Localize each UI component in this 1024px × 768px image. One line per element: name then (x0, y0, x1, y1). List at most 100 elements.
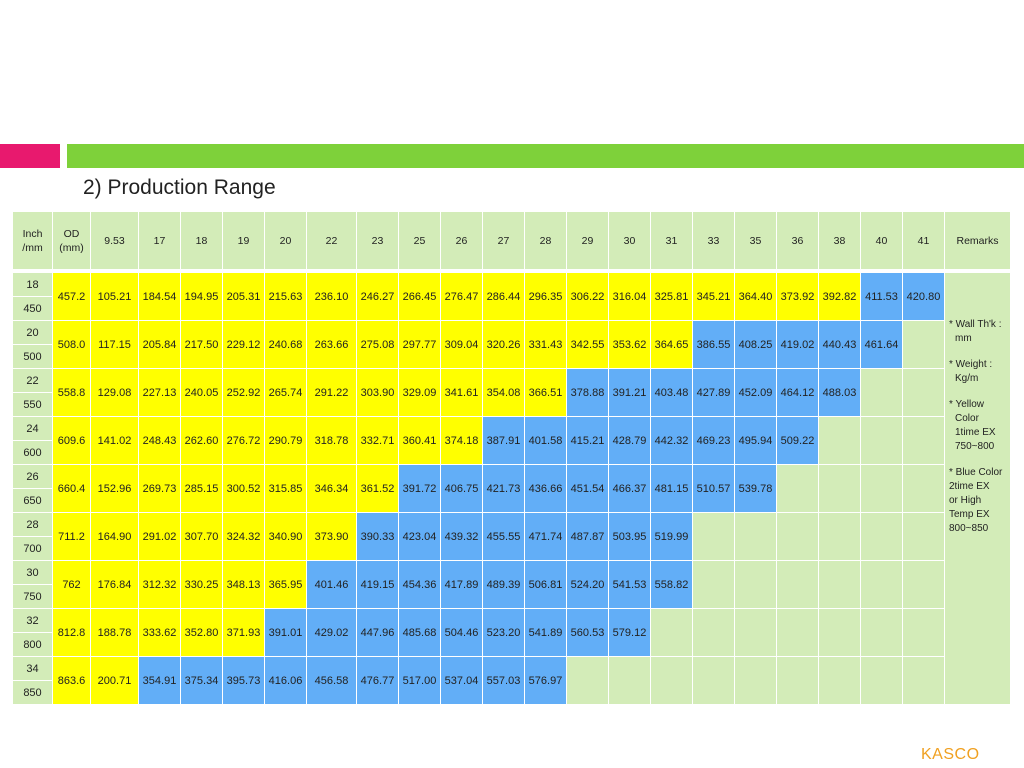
weight-cell: 579.12 (608, 608, 651, 657)
weight-cell: 303.90 (356, 368, 399, 417)
weight-cell: 364.40 (734, 272, 777, 321)
mm-cell: 500 (12, 344, 53, 369)
weight-cell: 386.55 (692, 320, 735, 369)
weight-cell: 375.34 (180, 656, 223, 705)
od-cell: 609.6 (52, 416, 91, 465)
weight-cell: 240.68 (264, 320, 307, 369)
header-wall: 27 (482, 211, 525, 270)
weight-cell: 466.37 (608, 464, 651, 513)
weight-cell: 205.31 (222, 272, 265, 321)
weight-cell: 360.41 (398, 416, 441, 465)
remark-line: * Weight : (949, 359, 993, 370)
weight-cell: 266.45 (398, 272, 441, 321)
weight-cell: 481.15 (650, 464, 693, 513)
empty-cell (692, 656, 735, 705)
weight-cell: 487.87 (566, 512, 609, 561)
table-row-sub: 450 (12, 296, 1011, 321)
inch-cell: 34 (12, 656, 53, 681)
table-row-sub: 750 (12, 584, 1011, 609)
weight-cell: 504.46 (440, 608, 483, 657)
weight-cell: 217.50 (180, 320, 223, 369)
weight-cell: 353.62 (608, 320, 651, 369)
weight-cell: 442.32 (650, 416, 693, 465)
table-row: 18 457.2 105.21 184.54 194.95 205.31 215.63 236… (12, 272, 1011, 705)
weight-cell: 291.22 (306, 368, 357, 417)
empty-cell (818, 656, 861, 705)
weight-cell: 320.26 (482, 320, 525, 369)
weight-cell: 436.66 (524, 464, 567, 513)
remark-line: mm (955, 333, 972, 344)
weight-cell: 420.80 (902, 272, 945, 321)
accent-bar-pink (0, 144, 60, 168)
header-od: OD (mm) (52, 211, 91, 270)
weight-cell: 331.43 (524, 320, 567, 369)
weight-cell: 461.64 (860, 320, 903, 369)
weight-cell: 291.02 (138, 512, 181, 561)
weight-cell: 452.09 (734, 368, 777, 417)
accent-bar-green (67, 144, 1024, 168)
remark-line: * Yellow (949, 399, 985, 410)
remark-wall: * Wall Th'k : mm (949, 318, 1010, 346)
weight-cell: 275.08 (356, 320, 399, 369)
weight-cell: 374.18 (440, 416, 483, 465)
empty-cell (902, 608, 945, 657)
empty-cell (818, 416, 861, 465)
header-wall: 17 (138, 211, 181, 270)
weight-cell: 537.04 (440, 656, 483, 705)
weight-cell: 345.21 (692, 272, 735, 321)
weight-cell: 510.57 (692, 464, 735, 513)
weight-cell: 373.90 (306, 512, 357, 561)
remark-line: or High (949, 495, 982, 506)
weight-cell: 485.68 (398, 608, 441, 657)
weight-cell: 306.22 (566, 272, 609, 321)
inch-cell: 18 (12, 272, 53, 297)
weight-cell: 576.97 (524, 656, 567, 705)
header-wall: 30 (608, 211, 651, 270)
remarks-notes: * Wall Th'k : mm * Weight : Kg/m * Yellow Col… (949, 274, 1010, 537)
weight-cell: 419.02 (776, 320, 819, 369)
weight-cell: 391.72 (398, 464, 441, 513)
header-wall: 40 (860, 211, 903, 270)
weight-cell: 205.84 (138, 320, 181, 369)
weight-cell: 541.53 (608, 560, 651, 609)
weight-cell: 188.78 (90, 608, 139, 657)
weight-cell: 417.89 (440, 560, 483, 609)
empty-cell (650, 656, 693, 705)
od-cell: 863.6 (52, 656, 91, 705)
empty-cell (860, 608, 903, 657)
table-row: 20 508.0 117.15 205.84 217.50 229.12 240.68 263… (12, 320, 1011, 369)
weight-cell: 176.84 (90, 560, 139, 609)
weight-cell: 348.13 (222, 560, 265, 609)
header-wall: 18 (180, 211, 223, 270)
inch-cell: 24 (12, 416, 53, 441)
weight-cell: 276.72 (222, 416, 265, 465)
weight-cell: 390.33 (356, 512, 399, 561)
weight-cell: 329.09 (398, 368, 441, 417)
weight-cell: 105.21 (90, 272, 139, 321)
weight-cell: 286.44 (482, 272, 525, 321)
weight-cell: 392.82 (818, 272, 861, 321)
weight-cell: 476.77 (356, 656, 399, 705)
header-wall: 31 (650, 211, 693, 270)
empty-cell (902, 368, 945, 417)
empty-cell (776, 656, 819, 705)
inch-cell: 22 (12, 368, 53, 393)
mm-cell: 700 (12, 536, 53, 561)
weight-cell: 352.80 (180, 608, 223, 657)
empty-cell (608, 656, 651, 705)
weight-cell: 401.46 (306, 560, 357, 609)
weight-cell: 428.79 (608, 416, 651, 465)
header-wall: 35 (734, 211, 777, 270)
weight-cell: 517.00 (398, 656, 441, 705)
table-row-sub: 650 (12, 488, 1011, 513)
empty-cell (818, 512, 861, 561)
empty-cell (818, 560, 861, 609)
weight-cell: 312.32 (138, 560, 181, 609)
table-row-sub: 550 (12, 392, 1011, 417)
header-wall: 22 (306, 211, 357, 270)
empty-cell (692, 560, 735, 609)
header-wall: 26 (440, 211, 483, 270)
table-row-sub: 500 (12, 344, 1011, 369)
od-cell: 812.8 (52, 608, 91, 657)
weight-cell: 489.39 (482, 560, 525, 609)
